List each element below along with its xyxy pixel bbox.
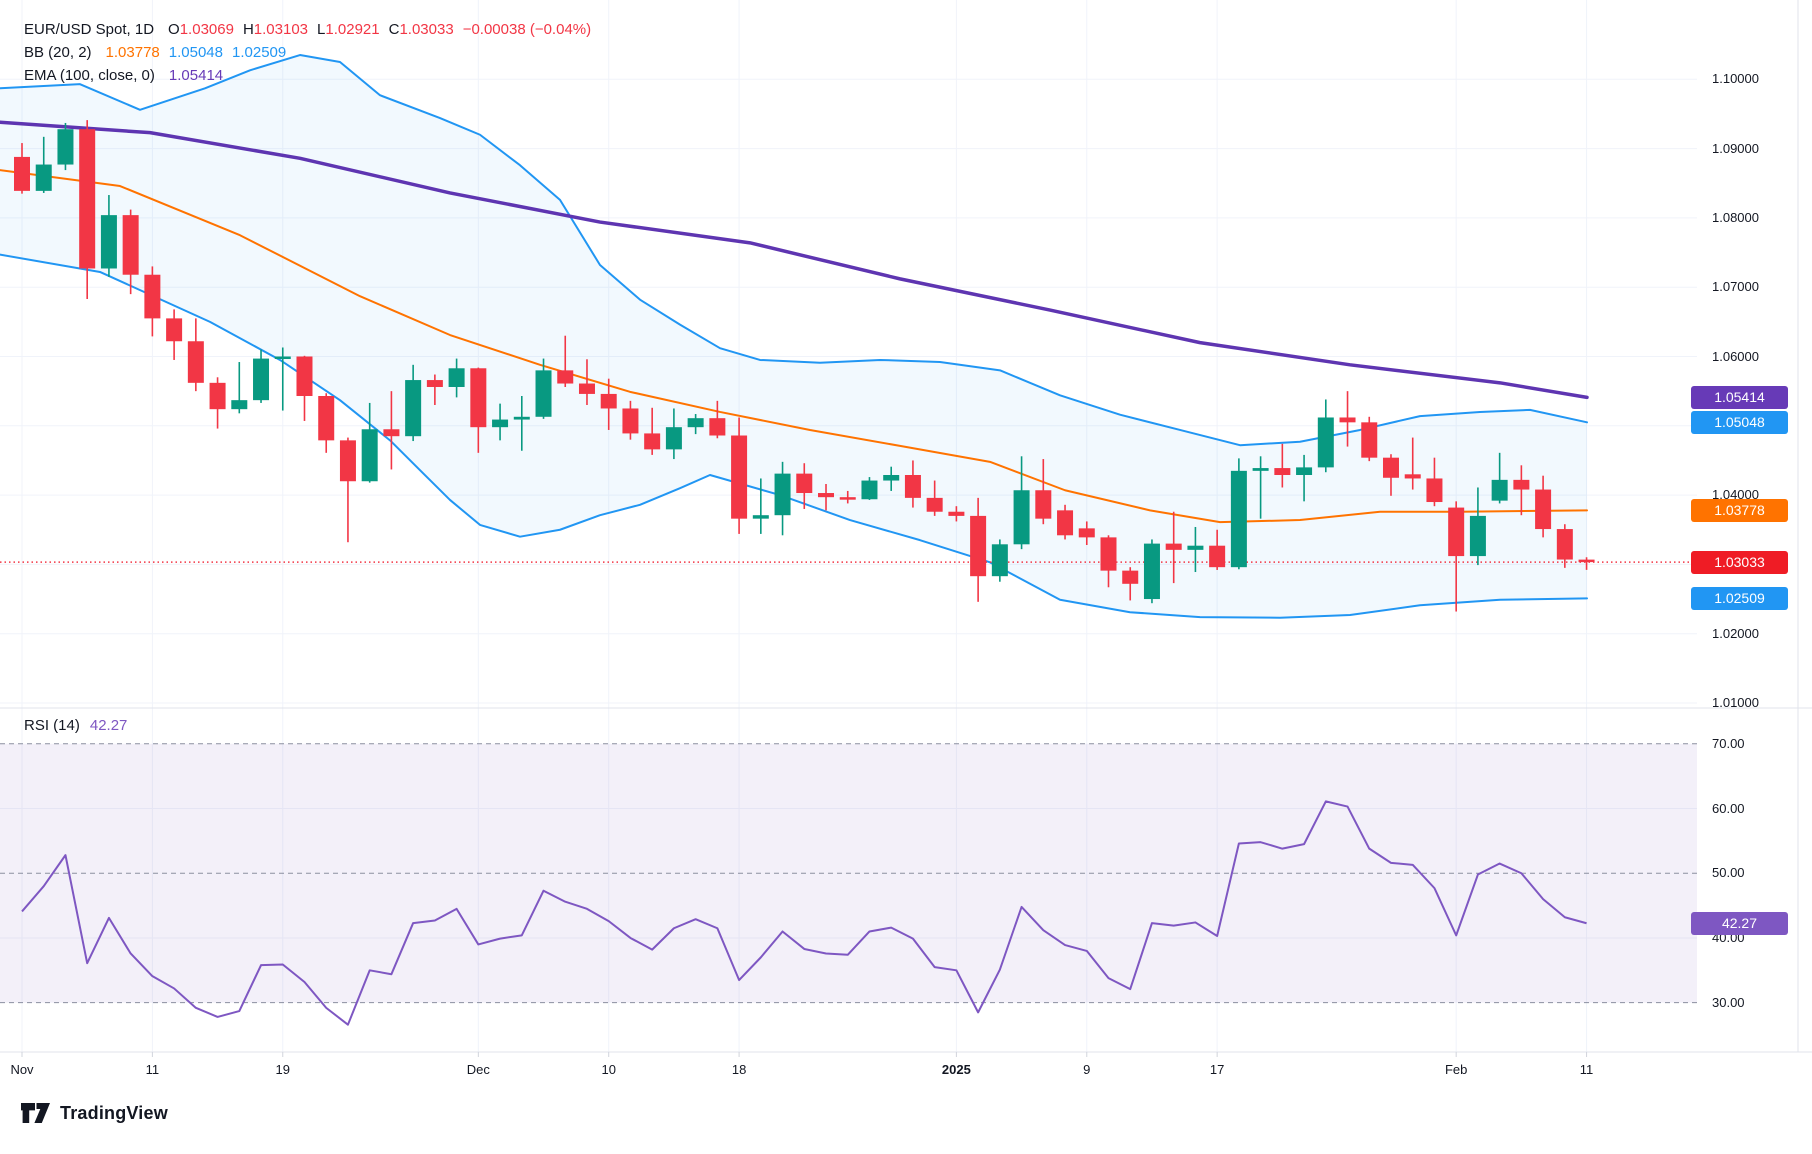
time-tick-label: Dec (466, 1062, 490, 1077)
low-label: L (317, 21, 326, 38)
bb-lower-value: 1.02509 (232, 44, 287, 61)
tradingview-watermark[interactable]: TradingView (20, 1100, 168, 1126)
price-tick-label: 1.01000 (1712, 695, 1759, 710)
time-tick-label: 18 (731, 1062, 747, 1077)
time-tick-label: 10 (601, 1062, 616, 1077)
price-tick-label: 1.02000 (1712, 625, 1759, 641)
high-label: H (242, 21, 254, 38)
bb-indicator-name: BB (20, 2) (24, 44, 92, 61)
close-value: 1.03033 (399, 21, 454, 38)
open-value: 1.03069 (179, 21, 234, 38)
ema-price-badge: 1.05414 (1691, 385, 1788, 409)
rsi-legend-row[interactable]: RSI (14) 42.27 (24, 714, 127, 737)
ema-value: 1.05414 (168, 67, 224, 84)
change-value: −0.00038 (−0.04%) (462, 21, 592, 38)
time-tick-label: 2025 (941, 1062, 971, 1077)
price-tick-label: 1.04000 (1712, 487, 1759, 503)
price-tick-label: 1.08000 (1712, 209, 1759, 225)
price-tick-label: 1.10000 (1712, 71, 1759, 87)
symbol-title: EUR/USD Spot, 1D (24, 21, 155, 38)
ema-indicator-name: EMA (100, close, 0) (24, 67, 155, 84)
bb-upper-badge: 1.05048 (1691, 410, 1788, 434)
bb-upper-value: 1.05048 (168, 44, 223, 61)
bb-basis-value: 1.03778 (105, 44, 160, 61)
rsi-value: 42.27 (89, 717, 128, 734)
symbol-legend-row[interactable]: EUR/USD Spot, 1D O1.03069 H1.03103 L1.02921… (24, 18, 600, 41)
last-price-badge: 1.03033 (1691, 550, 1788, 574)
tradingview-logo-icon (21, 1103, 50, 1123)
price-tick-label: 1.07000 (1712, 279, 1759, 295)
rsi-indicator-name: RSI (14) (24, 717, 80, 734)
rsi-tick-label: 50.00 (1712, 865, 1745, 881)
main-legend[interactable]: EUR/USD Spot, 1D O1.03069 H1.03103 L1.02921… (24, 18, 600, 87)
time-tick-label: 11 (145, 1062, 160, 1077)
ema-legend-row[interactable]: EMA (100, close, 0) 1.05414 (24, 64, 600, 87)
close-label: C (388, 21, 400, 38)
low-value: 1.02921 (325, 21, 380, 38)
price-tick-label: 1.06000 (1712, 348, 1759, 364)
rsi-tick-label: 70.00 (1712, 735, 1745, 751)
rsi-value-badge: 42.27 (1691, 911, 1788, 935)
rsi-tick-label: 60.00 (1712, 800, 1745, 816)
rsi-tick-label: 30.00 (1712, 994, 1745, 1010)
time-tick-label: Nov (10, 1062, 34, 1077)
high-value: 1.03103 (253, 21, 309, 38)
time-tick-label: 17 (1209, 1062, 1225, 1077)
time-tick-label: Feb (1444, 1062, 1468, 1077)
time-tick-label: 9 (1083, 1062, 1091, 1077)
watermark-text: TradingView (60, 1102, 168, 1123)
time-tick-label: 11 (1579, 1062, 1594, 1077)
price-tick-label: 1.09000 (1712, 140, 1759, 156)
bb-legend-row[interactable]: BB (20, 2) 1.03778 1.05048 1.02509 (24, 41, 600, 64)
open-label: O (168, 21, 180, 38)
bb-lower-badge: 1.02509 (1691, 586, 1788, 610)
bb-basis-badge: 1.03778 (1691, 498, 1788, 522)
time-tick-label: 19 (275, 1062, 290, 1077)
